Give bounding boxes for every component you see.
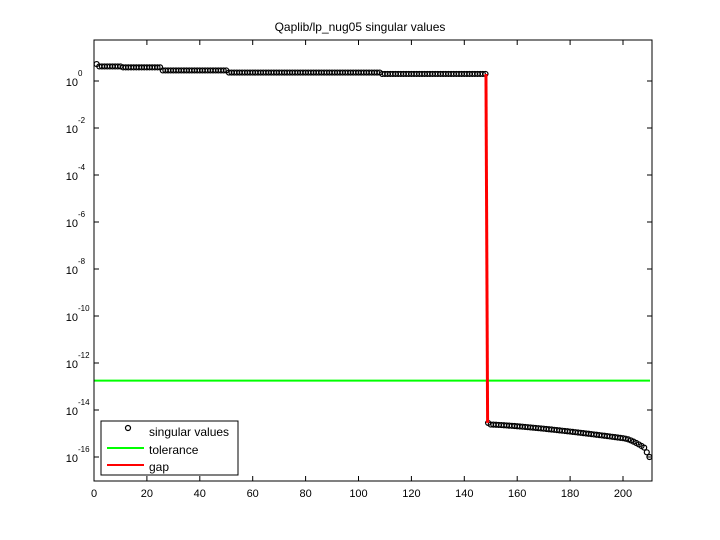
- y-tick-label: 10: [66, 124, 78, 136]
- plot-area: [93, 60, 653, 461]
- singular-values-markers: [93, 60, 653, 461]
- y-tick-label: 10: [66, 218, 78, 230]
- x-tick-label: 0: [91, 488, 97, 500]
- y-tick-label: 10: [66, 77, 78, 89]
- x-tick-label: 100: [349, 488, 367, 500]
- y-tick-label: 10: [66, 265, 78, 277]
- axes: 0 20 40 60 80 100 120 140 160 180 20010010-210-410…: [66, 39, 653, 500]
- legend-marker-singular-values: [124, 424, 132, 432]
- legend-label: singular values: [149, 425, 229, 439]
- x-tick-label: 160: [508, 488, 526, 500]
- legend-label: gap: [149, 460, 169, 474]
- legend: singular values tolerance gap: [100, 420, 239, 476]
- y-tick-exponent: -10: [78, 304, 90, 313]
- y-tick-label: 10: [66, 312, 78, 324]
- x-tick-label: 40: [194, 488, 206, 500]
- chart-title: Qaplib/lp_nug05 singular values: [274, 20, 446, 34]
- x-tick-label: 120: [402, 488, 420, 500]
- y-tick-exponent: -4: [78, 163, 86, 172]
- y-tick-exponent: -2: [78, 116, 86, 125]
- y-tick-exponent: -14: [78, 398, 90, 407]
- x-tick-label: 60: [247, 488, 259, 500]
- x-tick-label: 200: [614, 488, 632, 500]
- y-tick-label: 10: [66, 171, 78, 183]
- x-tick-label: 180: [561, 488, 579, 500]
- gap-line: [484, 73, 490, 423]
- y-tick-label: 10: [66, 406, 78, 418]
- y-tick-exponent: -6: [78, 210, 86, 219]
- y-tick-exponent: -12: [78, 351, 90, 360]
- y-tick-exponent: 0: [78, 69, 83, 78]
- x-tick-label: 20: [141, 488, 153, 500]
- legend-label: tolerance: [149, 443, 199, 457]
- y-tick-exponent: -16: [78, 445, 90, 454]
- y-tick-label: 10: [66, 359, 78, 371]
- axes-box: [93, 39, 653, 482]
- y-tick-exponent: -8: [78, 257, 86, 266]
- y-tick-label: 10: [66, 453, 78, 465]
- x-tick-label: 140: [455, 488, 473, 500]
- x-tick-label: 80: [299, 488, 311, 500]
